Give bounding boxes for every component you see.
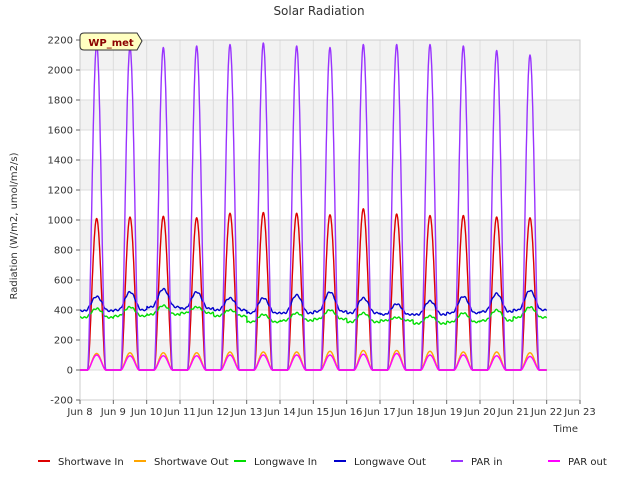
y-tick-label: 1600 xyxy=(48,126,73,137)
legend-label: PAR in xyxy=(471,457,502,468)
plot-background-bands xyxy=(80,40,580,370)
y-tick-label: 1200 xyxy=(48,186,73,197)
x-tick-label: Jun 18 xyxy=(397,407,430,418)
x-tick-label: Jun 10 xyxy=(130,407,163,418)
x-tick-label: Jun 9 xyxy=(100,407,126,418)
site-label-tag xyxy=(79,32,143,51)
x-tick-label: Jun 22 xyxy=(530,407,563,418)
y-tick-label: 600 xyxy=(54,276,73,287)
y-tick-label: 1400 xyxy=(48,156,73,167)
y-tick-label: 200 xyxy=(54,336,73,347)
legend-label: PAR out xyxy=(568,457,607,468)
legend-label: Shortwave Out xyxy=(154,457,229,468)
x-tick-label: Jun 17 xyxy=(363,407,396,418)
x-tick-label: Jun 12 xyxy=(197,407,230,418)
y-axis-ticks: -200 0 200 400 600 800 1000 1200 1400 1600 1800 200… xyxy=(48,36,80,407)
grid-lines xyxy=(79,39,581,401)
plot-band xyxy=(80,40,580,70)
x-tick-label: Jun 11 xyxy=(163,407,196,418)
y-tick-label: -200 xyxy=(50,396,73,407)
x-axis-ticks: Jun 8 Jun 9 Jun 10 Jun 11 Jun 12 Jun 13 Jun 14… xyxy=(66,400,596,418)
site-label-box: WP_met xyxy=(79,32,143,51)
series-line xyxy=(79,352,547,371)
site-label-text: WP_met xyxy=(88,38,134,49)
x-tick-label: Jun 23 xyxy=(563,407,596,418)
y-tick-label: 0 xyxy=(67,366,73,377)
legend-label: Longwave Out xyxy=(354,457,426,468)
legend-label: Longwave In xyxy=(254,457,317,468)
x-tick-label: Jun 20 xyxy=(463,407,496,418)
legend-label: Shortwave In xyxy=(58,457,124,468)
x-axis-label: Time xyxy=(553,424,578,435)
plot-band xyxy=(80,100,580,130)
x-tick-label: Jun 8 xyxy=(66,407,92,418)
y-tick-label: 1800 xyxy=(48,96,73,107)
y-tick-label: 800 xyxy=(54,246,73,257)
series-line xyxy=(79,304,548,325)
series-line xyxy=(79,287,548,316)
legend: Shortwave In Shortwave Out Longwave In Long… xyxy=(38,457,607,468)
x-tick-label: Jun 13 xyxy=(230,407,263,418)
chart-title: Solar Radiation xyxy=(273,4,364,18)
x-tick-label: Jun 15 xyxy=(297,407,330,418)
y-tick-label: 2200 xyxy=(48,36,73,47)
y-tick-label: 2000 xyxy=(48,66,73,77)
series-lines xyxy=(79,42,548,371)
y-tick-label: 400 xyxy=(54,306,73,317)
y-axis-label: Radiation (W/m2, umol/m2/s) xyxy=(9,152,20,299)
plot-band xyxy=(80,280,580,310)
plot-band xyxy=(80,160,580,190)
x-tick-label: Jun 19 xyxy=(430,407,463,418)
x-tick-label: Jun 16 xyxy=(330,407,363,418)
x-tick-label: Jun 21 xyxy=(497,407,530,418)
plot-band xyxy=(80,220,580,250)
y-tick-label: 1000 xyxy=(48,216,73,227)
x-tick-label: Jun 14 xyxy=(263,407,296,418)
